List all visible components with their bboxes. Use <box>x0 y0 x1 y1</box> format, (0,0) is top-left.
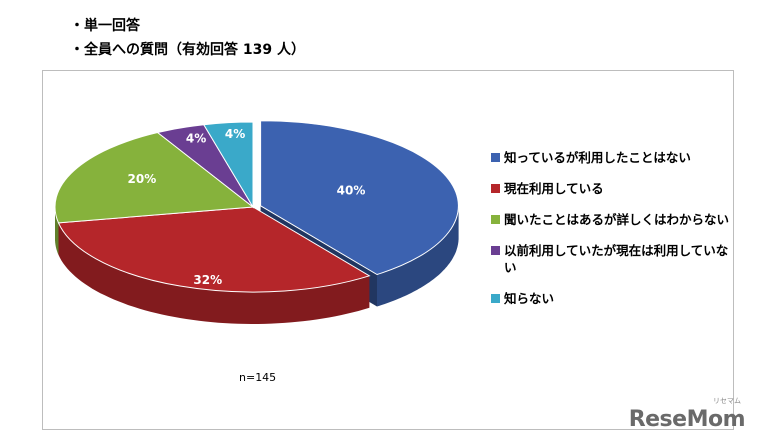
legend-label: 知っているが利用したことはない <box>504 150 691 165</box>
legend-item-3: 聞いたことはあるが詳しくはわからない <box>491 211 731 228</box>
pie-chart: 40% 32% 20% 4% 4% <box>54 120 459 324</box>
chart-legend: 知っているが利用したことはない 現在利用している聞いたことはあるが詳しくはわからな… <box>491 149 731 321</box>
legend-swatch <box>491 153 500 162</box>
data-label-2: 32% <box>193 273 222 287</box>
legend-label: 知らない <box>504 291 555 306</box>
legend-label: 以前利用していたが現在は利用していない <box>504 243 729 275</box>
legend-label: 聞いたことはあるが詳しくはわからない <box>504 212 730 227</box>
chart-frame: 40% 32% 20% 4% 4% 知っているが利用したことはない 現在利用している聞いた… <box>42 70 734 430</box>
legend-item-1: 知っているが利用したことはない <box>491 149 731 166</box>
data-label-3: 20% <box>128 172 157 186</box>
pie-top <box>54 120 459 293</box>
data-label-5: 4% <box>225 127 245 141</box>
legend-swatch <box>491 246 500 255</box>
legend-label: 現在利用している <box>504 181 604 196</box>
pie-slice-5 <box>202 121 254 209</box>
pie-slice-2 <box>57 206 371 293</box>
question-header: ・単一回答 ・全員への質問（有効回答 139 人） <box>70 14 305 62</box>
pie-side-2 <box>58 222 370 324</box>
pie-side-1 <box>377 205 459 307</box>
data-label-4: 4% <box>186 131 206 145</box>
legend-swatch <box>491 184 500 193</box>
legend-item-2: 現在利用している <box>491 180 731 197</box>
data-label-1: 40% <box>337 183 366 197</box>
legend-item-4: 以前利用していたが現在は利用していない <box>491 242 731 276</box>
legend-item-5: 知らない <box>491 290 731 307</box>
pie-slice-3 <box>54 131 255 224</box>
sample-size-label: n=145 <box>239 371 277 384</box>
pie-side-3 <box>55 207 59 255</box>
pie-slice-1 <box>260 120 459 276</box>
logo-small-text: リセマム <box>713 397 741 405</box>
legend-swatch <box>491 294 500 303</box>
question-scope: ・全員への質問（有効回答 139 人） <box>70 42 305 58</box>
resemom-logo: ReseMom <box>628 407 746 432</box>
legend-swatch <box>491 215 500 224</box>
answer-type: ・単一回答 <box>70 18 140 34</box>
